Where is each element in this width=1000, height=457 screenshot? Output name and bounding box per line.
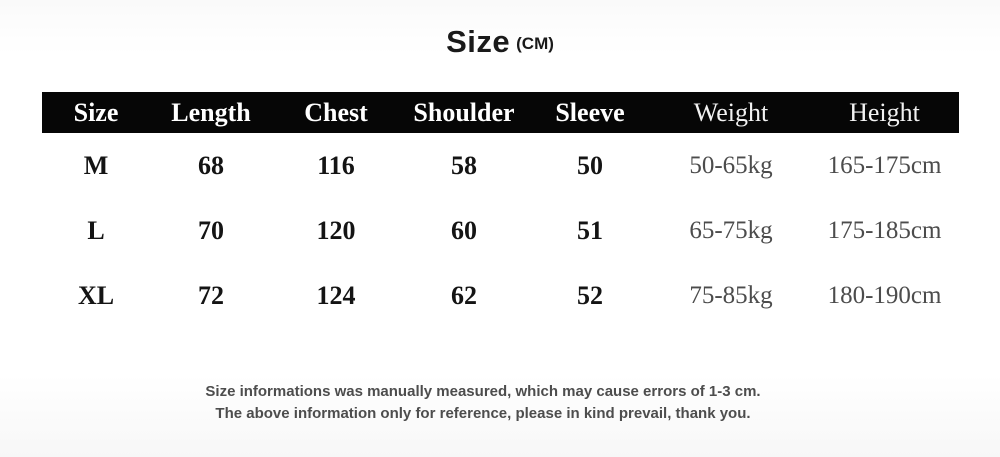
disclaimer-line-1: Size informations was manually measured,… — [205, 383, 761, 400]
cell-weight: 65-75kg — [689, 216, 773, 244]
column-header-height: Height — [849, 97, 920, 127]
cell-size: M — [83, 150, 109, 180]
column-header-shoulder: Shoulder — [413, 97, 515, 127]
disclaimer-line-2: The above information only for reference… — [215, 405, 751, 422]
cell-shoulder: 58 — [451, 150, 477, 180]
cell-sleeve: 51 — [577, 215, 603, 245]
cell-weight: 75-85kg — [689, 281, 773, 309]
column-header-chest: Chest — [304, 97, 368, 127]
cell-length: 68 — [198, 150, 224, 180]
table-header-row: Size Length Chest Shoulder Sleeve Weight… — [42, 92, 959, 133]
cell-height: 165-175cm — [827, 151, 942, 179]
cell-weight: 50-65kg — [689, 151, 773, 179]
cell-chest: 124 — [316, 280, 356, 310]
cell-length: 70 — [198, 215, 224, 245]
column-header-length: Length — [171, 97, 251, 127]
cell-size: XL — [77, 280, 115, 310]
title-unit: (CM) — [516, 34, 554, 53]
cell-length: 72 — [198, 280, 224, 310]
cell-sleeve: 52 — [577, 280, 603, 310]
cell-shoulder: 60 — [451, 215, 477, 245]
page-title: Size (CM) — [0, 24, 1000, 60]
title-text: Size — [446, 24, 511, 59]
column-header-weight: Weight — [693, 97, 769, 127]
disclaimer-note: Size informations was manually measured,… — [0, 381, 966, 425]
table-row-l: L 70 120 60 51 65-75kg 175-185cm — [42, 198, 959, 263]
table-row-m: M 68 116 58 50 50-65kg 165-175cm — [42, 133, 959, 198]
column-header-sleeve: Sleeve — [555, 97, 625, 127]
cell-chest: 120 — [316, 215, 356, 245]
cell-shoulder: 62 — [451, 280, 477, 310]
table-row-xl: XL 72 124 62 52 75-85kg 180-190cm — [42, 263, 959, 328]
cell-size: L — [87, 215, 105, 245]
cell-height: 180-190cm — [827, 281, 942, 309]
cell-chest: 116 — [317, 150, 355, 180]
size-table: Size Length Chest Shoulder Sleeve Weight… — [42, 92, 959, 328]
cell-sleeve: 50 — [577, 150, 603, 180]
column-header-size: Size — [73, 97, 119, 127]
cell-height: 175-185cm — [827, 216, 942, 244]
